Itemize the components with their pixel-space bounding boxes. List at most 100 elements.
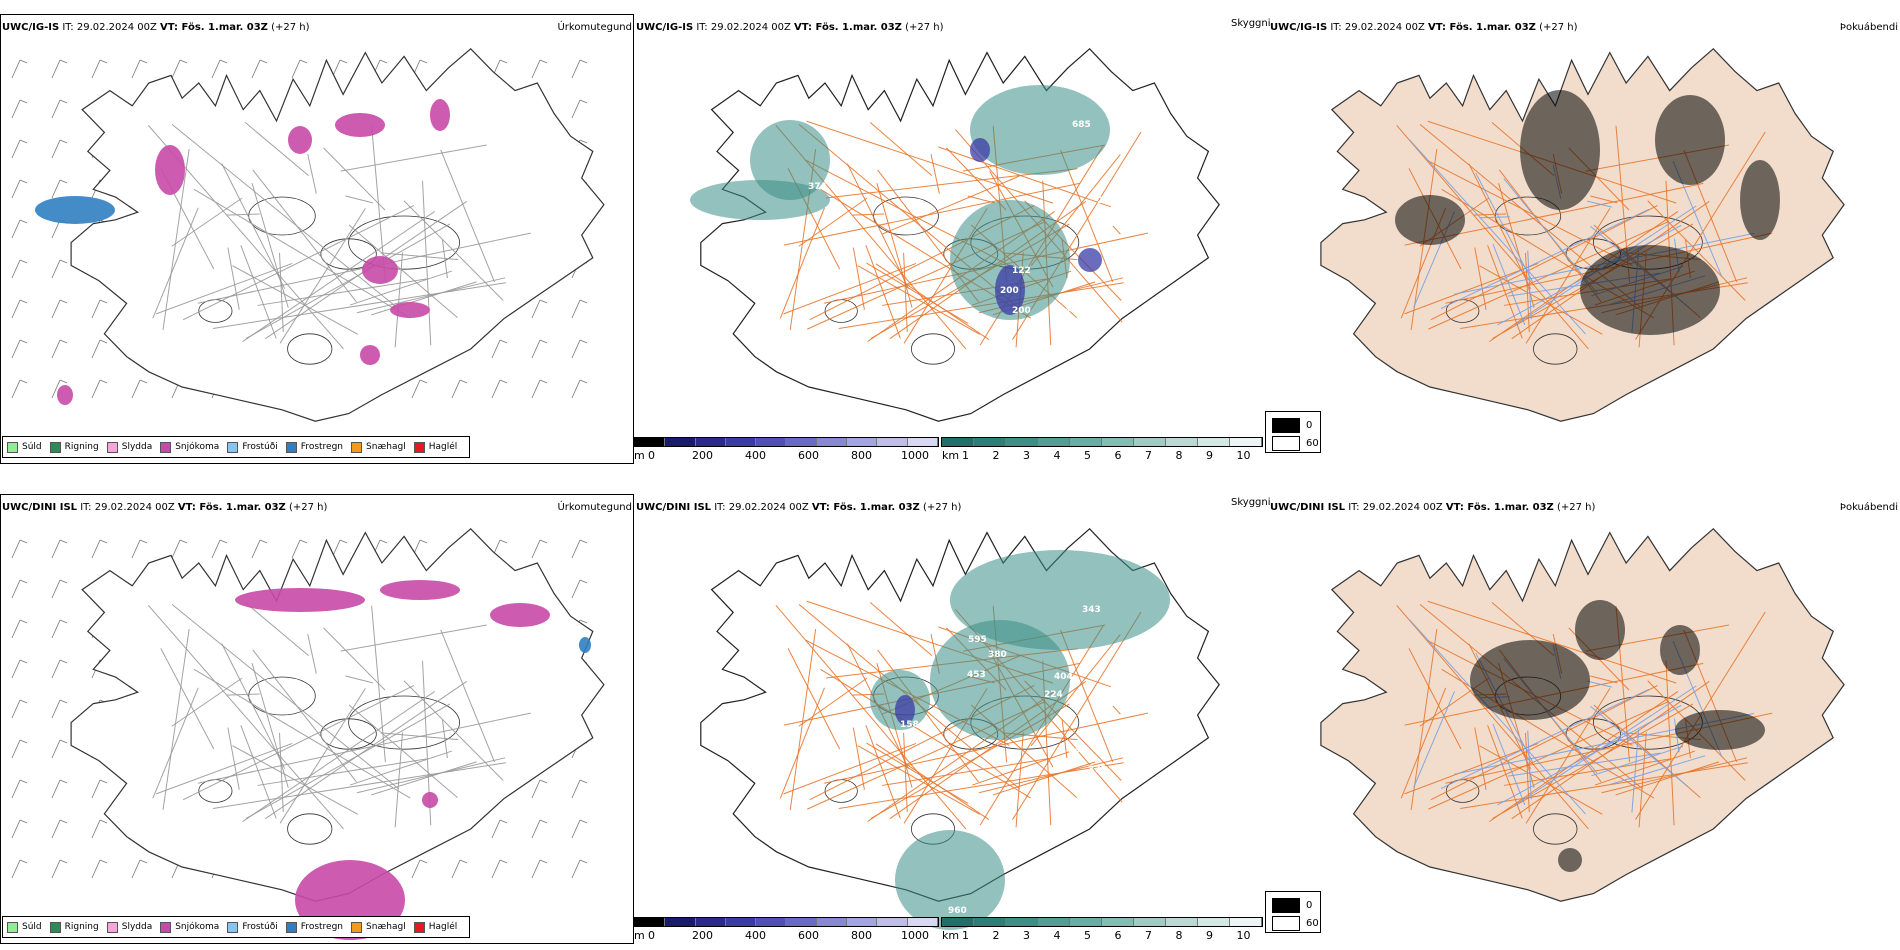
river-line (1409, 139, 1586, 335)
wind-barb (139, 59, 148, 64)
road-line (232, 745, 359, 815)
road-line (171, 197, 243, 247)
wind-barb (219, 59, 228, 64)
road-line (1410, 629, 1438, 811)
reduced-visibility-area (930, 620, 1070, 740)
scale-tick-km: 8 (1175, 449, 1183, 462)
wind-barb (51, 339, 61, 359)
wind-barb (59, 739, 68, 744)
colorbar-segment (756, 918, 787, 926)
wind-barb (99, 299, 108, 304)
visibility-label: 158 (900, 720, 919, 730)
road-line (242, 211, 435, 343)
road-line (197, 712, 531, 784)
road-line (156, 262, 293, 315)
legend-label: Slydda (121, 442, 153, 452)
visibility-km-colorbar (941, 437, 1263, 447)
colorbar-segment (1198, 918, 1230, 926)
init-time: IT: 29.02.2024 00Z (59, 22, 161, 33)
visibility-label: 874 (1074, 650, 1093, 660)
colorbar-segment (1038, 918, 1070, 926)
road-line (787, 648, 841, 750)
wind-barb (11, 179, 21, 199)
low-visibility-area (895, 695, 915, 725)
road-line (279, 688, 366, 824)
fog-high-label: 0 (1306, 420, 1313, 431)
fog-header-top: UWC/IG-IS IT: 29.02.2024 00Z VT: Fös. 1.… (1270, 22, 1578, 33)
road-line (930, 153, 940, 194)
road-line (1647, 200, 1746, 301)
road-line (221, 163, 286, 289)
scale-tick-km: 1 (962, 929, 969, 942)
road-line (1503, 758, 1671, 786)
wind-barb (499, 819, 508, 824)
road-line (783, 262, 917, 315)
wind-barb (491, 859, 501, 879)
scale-tick-km: 4 (1053, 929, 1061, 942)
visibility-label: 960 (948, 906, 967, 916)
legend-item: Slydda (106, 441, 153, 453)
colorbar-segment (847, 438, 878, 446)
road-line (350, 270, 453, 306)
wind-barb (579, 619, 588, 624)
road-line (348, 704, 458, 798)
vt-label: VT: (794, 22, 813, 33)
init-time: IT: 29.02.2024 00Z (77, 502, 178, 513)
snow-area (288, 126, 312, 154)
legend-label: Haglél (428, 922, 458, 932)
legend-swatch (413, 441, 425, 453)
road-line (252, 169, 357, 303)
wind-barb (571, 379, 581, 399)
wind-barb (59, 59, 68, 64)
colorbar-segment (665, 438, 696, 446)
legend-item: Haglél (413, 921, 458, 933)
colorbar-segment (1070, 438, 1102, 446)
road-line (307, 153, 317, 194)
wind-barb (571, 59, 581, 79)
road-line (1479, 265, 1603, 335)
init-time: IT: 29.02.2024 00Z (693, 22, 795, 33)
wind-barb (59, 539, 68, 544)
glacier-outline (1533, 333, 1578, 365)
wind-barb (51, 739, 61, 759)
scale-tick-km: 7 (1145, 449, 1152, 462)
colorbar-segment (1038, 438, 1070, 446)
colorbar-segment (1006, 438, 1038, 446)
reduced-visibility-area (750, 120, 830, 200)
legend-label: Haglél (428, 442, 458, 452)
lead-time: (+27 h) (1553, 502, 1596, 513)
wind-barb (171, 59, 181, 79)
wind-barb (419, 59, 428, 64)
wind-barb (51, 219, 61, 239)
road-line (978, 757, 1124, 794)
wind-barb (411, 379, 421, 399)
freezing-rain-area (35, 196, 115, 224)
vt-label: VT: (177, 502, 196, 513)
wind-barb (139, 379, 148, 384)
precip-map-bottom (0, 494, 634, 944)
wind-barb (19, 659, 28, 664)
legend-label: Snæhagl (366, 442, 406, 452)
legend-item: Frostregn (285, 921, 343, 933)
wind-barb (51, 259, 61, 279)
wind-barb (579, 779, 588, 784)
wind-barb (91, 299, 101, 319)
road-line (371, 281, 477, 316)
colorbar-segment (695, 438, 726, 446)
road-line (227, 247, 240, 310)
freezing-rain-area (579, 637, 591, 653)
legend-item: Rigning (49, 441, 99, 453)
road-line (403, 680, 504, 781)
wind-barb (11, 379, 21, 399)
scale-tick-km: 10 (1236, 449, 1251, 462)
wind-barb (19, 259, 28, 264)
visibility-label: 374 (808, 182, 827, 192)
wind-barb (19, 379, 28, 384)
legend-swatch (7, 441, 18, 453)
road-line (846, 163, 910, 289)
river-line (1610, 755, 1706, 785)
wind-barb (459, 379, 468, 384)
scale-tick-km: 2 (992, 929, 1000, 942)
wind-barb (579, 579, 588, 584)
fog-high-label: 0 (1306, 900, 1313, 911)
